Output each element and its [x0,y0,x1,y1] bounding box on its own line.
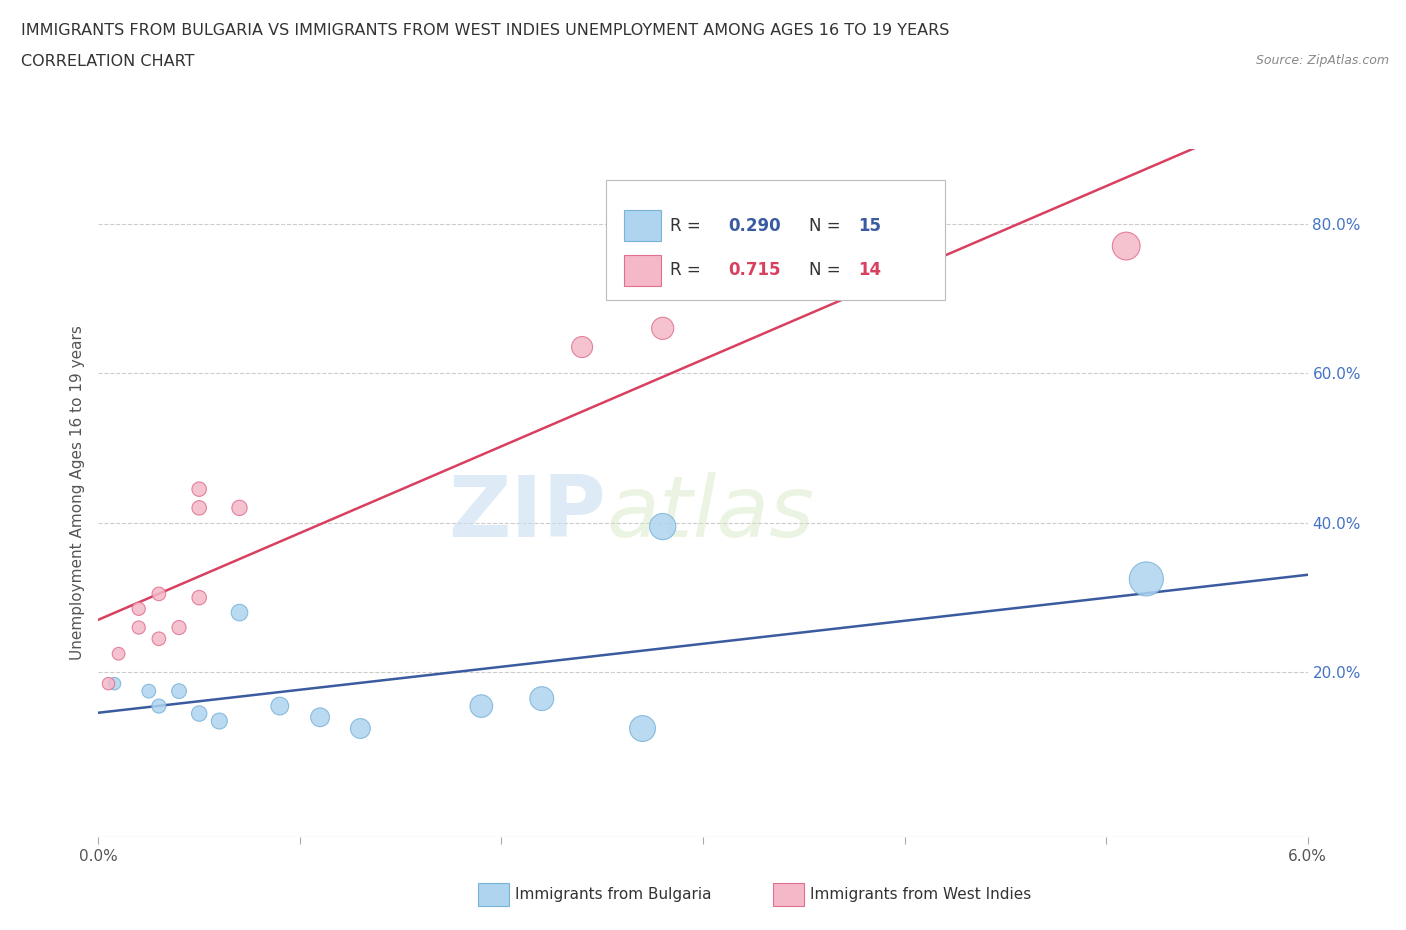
Point [651,321,673,336]
Point [138,684,160,698]
Y-axis label: Unemployment Among Ages 16 to 19 years: Unemployment Among Ages 16 to 19 years [70,326,86,660]
Point [148,698,170,713]
Point [228,605,250,620]
Point [188,482,211,497]
Text: CORRELATION CHART: CORRELATION CHART [21,54,194,69]
Text: 15: 15 [858,217,880,234]
Text: Immigrants from West Indies: Immigrants from West Indies [810,886,1031,902]
Text: ZIP: ZIP [449,472,606,555]
Point [1135,571,1157,587]
Point [107,646,129,661]
Point [128,602,150,617]
FancyBboxPatch shape [606,179,945,300]
Point [188,591,211,605]
Text: N =: N = [810,217,846,234]
Point [228,500,250,515]
Text: 0.715: 0.715 [728,261,780,279]
Text: Immigrants from Bulgaria: Immigrants from Bulgaria [515,886,711,902]
Text: N =: N = [810,261,846,279]
Point [188,706,211,721]
Point [631,721,654,736]
Point [1115,239,1137,254]
FancyBboxPatch shape [624,255,661,286]
Point [167,684,190,698]
Point [188,500,211,515]
Point [148,587,170,602]
FancyBboxPatch shape [624,210,661,241]
Point [651,519,673,534]
Point [208,713,231,728]
Text: 14: 14 [858,261,882,279]
Point [167,620,190,635]
Point [530,691,553,706]
Point [97,676,120,691]
Text: Source: ZipAtlas.com: Source: ZipAtlas.com [1256,54,1389,67]
Text: R =: R = [671,217,706,234]
Point [103,676,125,691]
Point [349,721,371,736]
Point [148,631,170,646]
Point [571,339,593,354]
Text: R =: R = [671,261,706,279]
Point [128,620,150,635]
Point [269,698,291,713]
Text: atlas: atlas [606,472,814,555]
Text: 0.290: 0.290 [728,217,780,234]
Point [309,710,332,724]
Text: IMMIGRANTS FROM BULGARIA VS IMMIGRANTS FROM WEST INDIES UNEMPLOYMENT AMONG AGES : IMMIGRANTS FROM BULGARIA VS IMMIGRANTS F… [21,23,949,38]
Point [470,698,492,713]
